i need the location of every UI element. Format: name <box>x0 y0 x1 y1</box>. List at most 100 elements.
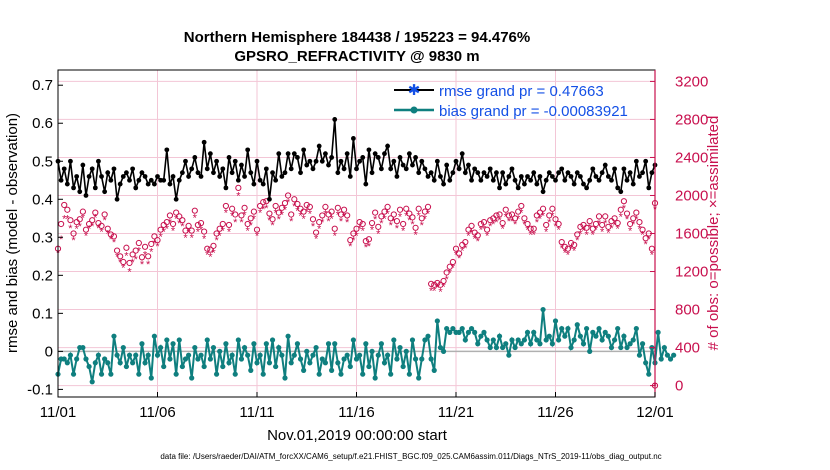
obs-assimilated-point: * <box>438 286 443 298</box>
obs-assimilated-point: * <box>423 213 428 225</box>
bias-point <box>667 356 674 362</box>
obs-possible-point <box>396 206 404 213</box>
obs-possible-point <box>577 223 584 230</box>
obs-possible-point <box>614 219 621 227</box>
obs-possible-point <box>375 223 382 230</box>
chart-title: Northern Hemisphere 184438 / 195223 = 94… <box>184 29 530 46</box>
bias-point <box>565 325 571 332</box>
obs-possible-point <box>428 280 435 287</box>
rmse-point <box>506 174 512 179</box>
bias-point <box>182 356 189 362</box>
rmse-point <box>117 181 123 187</box>
rmse-point <box>391 158 397 164</box>
obs-assimilated-point: * <box>550 210 555 222</box>
obs-assimilated-point: * <box>569 244 574 256</box>
obs-assimilated-point: * <box>603 218 608 230</box>
rmse-point <box>388 166 394 172</box>
bias-point <box>627 341 633 347</box>
bias-point <box>378 341 384 347</box>
rmse-point <box>74 174 80 179</box>
obs-assimilated-point: * <box>417 210 422 222</box>
obs-possible-point <box>539 205 547 212</box>
obs-assimilated-point: * <box>75 224 80 236</box>
obs-assimilated-point: * <box>382 213 387 225</box>
bias-point <box>319 356 325 362</box>
rmse-point <box>556 170 562 176</box>
y-axis-label: rmse and bias (model - observation) <box>4 113 21 353</box>
obs-possible-point <box>201 228 208 235</box>
obs-possible-point <box>179 217 186 224</box>
rmse-point <box>80 162 86 168</box>
obs-possible-point <box>328 208 335 215</box>
obs-assimilated-point: * <box>516 213 521 225</box>
obs-assimilated-point: * <box>208 251 213 263</box>
obs-assimilated-point: * <box>560 243 565 255</box>
obs-possible-point <box>135 239 142 247</box>
obs-assimilated-point: * <box>476 236 481 248</box>
obs-possible-point <box>191 207 198 214</box>
obs-assimilated-point: * <box>479 225 484 237</box>
rmse-point <box>553 177 558 183</box>
bias-point <box>102 356 108 362</box>
y-right-tick-label: 1600 <box>675 226 708 243</box>
obs-possible-point <box>592 220 600 228</box>
obs-assimilated-point: * <box>68 223 73 235</box>
obs-assimilated-point: * <box>103 215 108 227</box>
rmse-point <box>279 174 285 179</box>
rmse-point <box>229 170 235 176</box>
obs-assimilated-point: * <box>398 211 403 223</box>
obs-possible-point <box>443 269 450 276</box>
obs-possible-point <box>465 226 472 233</box>
bias-point <box>229 352 235 358</box>
obs-possible-point <box>502 206 509 213</box>
bias-point <box>235 337 241 343</box>
bias-point <box>363 341 369 347</box>
obs-possible-point <box>232 211 239 218</box>
rmse-point <box>537 174 543 179</box>
obs-possible-point <box>393 218 401 225</box>
rmse-point <box>307 158 313 164</box>
obs-assimilated-point: * <box>255 230 260 242</box>
obs-assimilated-point: * <box>640 229 645 241</box>
obs-possible-point <box>365 236 373 243</box>
x-tick-label: 11/06 <box>139 404 175 421</box>
rmse-point <box>350 136 356 141</box>
obs-assimilated-point: * <box>448 267 453 279</box>
rmse-point <box>466 162 471 168</box>
bias-point <box>142 360 148 366</box>
obs-assimilated-point: * <box>454 249 459 261</box>
obs-assimilated-point: * <box>71 235 76 247</box>
rmse-point <box>68 158 73 164</box>
obs-assimilated-point: * <box>376 229 381 241</box>
bias-point <box>459 325 465 332</box>
rmse-point <box>232 158 238 164</box>
obs-assimilated-point: * <box>429 286 434 298</box>
bias-point <box>391 337 397 343</box>
obs-assimilated-point: * <box>280 209 285 221</box>
rmse-point <box>195 170 201 176</box>
obs-possible-point <box>185 222 192 229</box>
rmse-point <box>173 196 179 202</box>
obs-assimilated-point: * <box>612 220 617 232</box>
obs-possible-point <box>434 279 441 287</box>
obs-assimilated-point: * <box>466 230 471 242</box>
rmse-point <box>481 170 487 176</box>
rmse-point <box>509 166 515 172</box>
obs-assimilated-point: * <box>295 206 300 218</box>
obs-assimilated-point: * <box>441 282 446 294</box>
bias-point <box>257 352 263 358</box>
obs-possible-point <box>316 218 323 226</box>
obs-possible-point <box>58 220 65 228</box>
rmse-point <box>124 170 129 176</box>
rmse-point <box>596 177 602 183</box>
obs-possible-point <box>347 237 354 244</box>
x-tick-label: 11/11 <box>239 404 274 421</box>
obs-possible-point <box>611 215 618 222</box>
obs-assimilated-point: * <box>134 254 139 266</box>
bias-point <box>394 356 400 362</box>
obs-possible-point <box>344 212 351 219</box>
bias-point <box>105 360 111 366</box>
rmse-point <box>624 177 630 183</box>
bias-point <box>133 352 139 358</box>
obs-possible-point <box>322 203 329 210</box>
